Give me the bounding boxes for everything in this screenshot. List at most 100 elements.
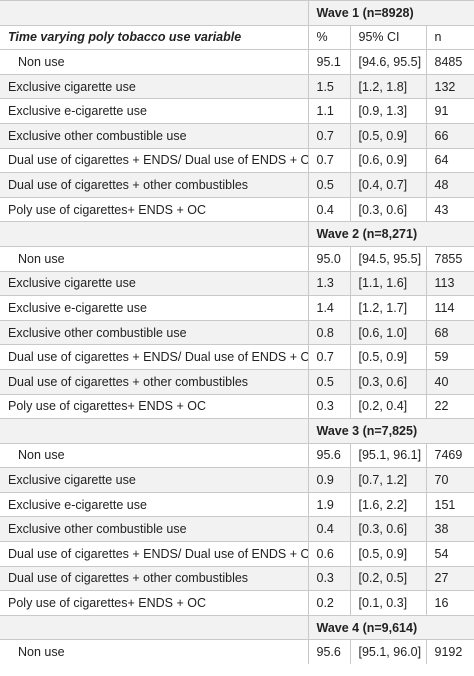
row-label: Poly use of cigarettes+ ENDS + OC — [0, 393, 308, 419]
row-ci: [94.5, 95.5] — [349, 245, 426, 272]
row-n: 22 — [425, 393, 474, 419]
wave-header-blank — [0, 221, 308, 247]
row-percent: 0.3 — [307, 565, 350, 591]
row-percent: 0.4 — [307, 516, 350, 542]
row-label: Non use — [0, 49, 308, 75]
row-n: 8485 — [425, 49, 474, 75]
row-n: 68 — [425, 319, 474, 345]
table-row: Exclusive e-cigarette use 1.9 [1.6, 2.2] 15… — [0, 491, 474, 517]
row-n: 7855 — [425, 245, 474, 272]
row-percent: 0.7 — [307, 344, 350, 370]
row-percent: 0.6 — [307, 541, 350, 567]
row-label: Dual use of cigarettes + other combustib… — [0, 565, 308, 591]
table-row: Exclusive e-cigarette use 1.1 [0.9, 1.3] 91 — [0, 98, 474, 124]
row-percent: 95.0 — [307, 245, 350, 272]
wave-header-row: Wave 1 (n=8928) — [0, 0, 474, 26]
row-percent: 0.4 — [307, 196, 350, 222]
row-label: Dual use of cigarettes + ENDS/ Dual use … — [0, 147, 308, 173]
table-row: Exclusive other combustible use 0.4 [0.3, … — [0, 516, 474, 542]
row-ci: [0.2, 0.4] — [349, 393, 426, 419]
row-ci: [0.5, 0.9] — [349, 122, 426, 149]
wave-header-row: Wave 2 (n=8,271) — [0, 221, 474, 247]
row-n: 64 — [425, 147, 474, 173]
row-label: Non use — [0, 245, 308, 272]
table-row: Non use 95.0 [94.5, 95.5] 7855 — [0, 245, 474, 272]
row-n: 38 — [425, 516, 474, 542]
pct-header: % — [307, 24, 350, 50]
row-label: Exclusive other combustible use — [0, 516, 308, 542]
row-percent: 0.5 — [307, 172, 350, 198]
row-n: 7469 — [425, 442, 474, 468]
row-percent: 0.2 — [307, 590, 350, 616]
row-ci: [0.7, 1.2] — [349, 467, 426, 493]
row-percent: 1.9 — [307, 491, 350, 517]
row-label: Dual use of cigarettes + ENDS/ Dual use … — [0, 541, 308, 567]
table-row: Poly use of cigarettes+ ENDS + OC 0.2 [0.1… — [0, 590, 474, 616]
row-ci: [0.3, 0.6] — [349, 196, 426, 222]
row-percent: 0.9 — [307, 467, 350, 493]
row-n: 114 — [425, 295, 474, 321]
row-n: 9192 — [425, 639, 474, 665]
row-ci: [0.5, 0.9] — [349, 541, 426, 567]
row-ci: [0.5, 0.9] — [349, 344, 426, 370]
table-row: Exclusive other combustible use 0.8 [0.6, … — [0, 319, 474, 345]
row-ci: [94.6, 95.5] — [349, 49, 426, 75]
wave-header-blank — [0, 614, 308, 640]
row-percent: 0.7 — [307, 122, 350, 149]
wave-header-blank — [0, 0, 308, 26]
row-label: Exclusive e-cigarette use — [0, 98, 308, 124]
table-row: Non use 95.6 [95.1, 96.1] 7469 — [0, 442, 474, 468]
row-ci: [0.9, 1.3] — [349, 98, 426, 124]
row-ci: [0.4, 0.7] — [349, 172, 426, 198]
table-row: Dual use of cigarettes + other combustib… — [0, 172, 474, 198]
row-n: 16 — [425, 590, 474, 616]
table-row: Non use 95.1 [94.6, 95.5] 8485 — [0, 49, 474, 75]
table-row: Non use 95.6 [95.1, 96.0] 9192 — [0, 639, 474, 665]
row-label: Exclusive other combustible use — [0, 122, 308, 149]
column-header-row: Time varying poly tobacco use variable %… — [0, 24, 474, 50]
row-label: Exclusive e-cigarette use — [0, 295, 308, 321]
row-ci: [1.1, 1.6] — [349, 270, 426, 296]
row-label: Exclusive cigarette use — [0, 467, 308, 493]
row-label: Exclusive cigarette use — [0, 73, 308, 99]
table-row: Poly use of cigarettes+ ENDS + OC 0.4 [0.3… — [0, 196, 474, 222]
row-percent: 0.8 — [307, 319, 350, 345]
row-label: Exclusive cigarette use — [0, 270, 308, 296]
row-ci: [0.2, 0.5] — [349, 565, 426, 591]
row-n: 151 — [425, 491, 474, 517]
row-ci: [1.2, 1.7] — [349, 295, 426, 321]
row-n: 48 — [425, 172, 474, 198]
row-ci: [0.3, 0.6] — [349, 516, 426, 542]
row-ci: [95.1, 96.1] — [349, 442, 426, 468]
wave-header-row: Wave 4 (n=9,614) — [0, 614, 474, 640]
table-row: Dual use of cigarettes + ENDS/ Dual use … — [0, 541, 474, 567]
row-percent: 1.5 — [307, 73, 350, 99]
row-n: 91 — [425, 98, 474, 124]
table-row: Poly use of cigarettes+ ENDS + OC 0.3 [0.2… — [0, 393, 474, 419]
row-label: Exclusive other combustible use — [0, 319, 308, 345]
wave-title: Wave 1 (n=8928) — [307, 0, 474, 26]
row-n: 43 — [425, 196, 474, 222]
row-label: Non use — [0, 639, 308, 665]
row-percent: 1.1 — [307, 98, 350, 124]
wave-header-row: Wave 3 (n=7,825) — [0, 418, 474, 444]
row-n: 66 — [425, 122, 474, 149]
table-row: Exclusive cigarette use 1.3 [1.1, 1.6] 113 — [0, 270, 474, 296]
table-row: Exclusive other combustible use 0.7 [0.5, … — [0, 122, 474, 149]
row-ci: [0.6, 0.9] — [349, 147, 426, 173]
row-n: 70 — [425, 467, 474, 493]
row-n: 113 — [425, 270, 474, 296]
row-percent: 1.3 — [307, 270, 350, 296]
row-label: Poly use of cigarettes+ ENDS + OC — [0, 196, 308, 222]
row-n: 27 — [425, 565, 474, 591]
row-n: 40 — [425, 368, 474, 394]
row-label: Dual use of cigarettes + ENDS/ Dual use … — [0, 344, 308, 370]
wave-title: Wave 2 (n=8,271) — [307, 221, 474, 247]
row-ci: [95.1, 96.0] — [349, 639, 426, 665]
wave-title: Wave 3 (n=7,825) — [307, 418, 474, 444]
row-ci: [1.6, 2.2] — [349, 491, 426, 517]
variable-header: Time varying poly tobacco use variable — [0, 24, 308, 50]
table-row: Exclusive cigarette use 1.5 [1.2, 1.8] 132 — [0, 73, 474, 99]
